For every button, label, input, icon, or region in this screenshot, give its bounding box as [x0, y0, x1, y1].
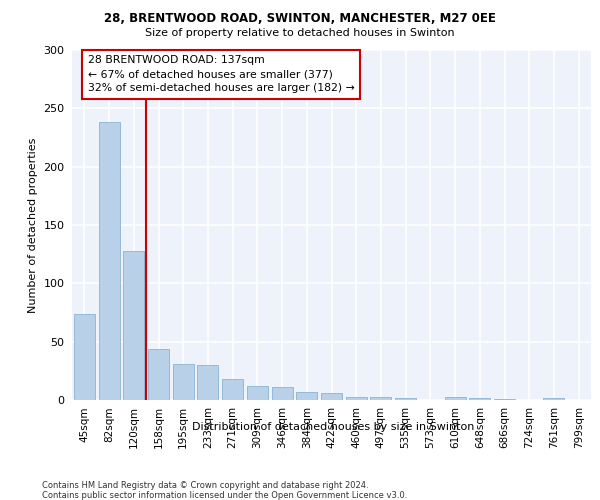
- Bar: [74, 314, 95, 400]
- Bar: [469, 398, 490, 400]
- Bar: [544, 398, 565, 400]
- Bar: [321, 393, 342, 400]
- Text: Size of property relative to detached houses in Swinton: Size of property relative to detached ho…: [145, 28, 455, 38]
- Bar: [272, 387, 293, 400]
- Text: 28 BRENTWOOD ROAD: 137sqm
← 67% of detached houses are smaller (377)
32% of semi: 28 BRENTWOOD ROAD: 137sqm ← 67% of detac…: [88, 56, 355, 94]
- Bar: [494, 399, 515, 400]
- Bar: [197, 365, 218, 400]
- Bar: [123, 250, 144, 400]
- Bar: [148, 348, 169, 400]
- Bar: [222, 379, 243, 400]
- Text: 28, BRENTWOOD ROAD, SWINTON, MANCHESTER, M27 0EE: 28, BRENTWOOD ROAD, SWINTON, MANCHESTER,…: [104, 12, 496, 26]
- Bar: [370, 396, 391, 400]
- Text: Distribution of detached houses by size in Swinton: Distribution of detached houses by size …: [192, 422, 474, 432]
- Bar: [395, 398, 416, 400]
- Text: Contains public sector information licensed under the Open Government Licence v3: Contains public sector information licen…: [42, 491, 407, 500]
- Bar: [173, 364, 194, 400]
- Bar: [247, 386, 268, 400]
- Bar: [346, 396, 367, 400]
- Bar: [296, 392, 317, 400]
- Bar: [445, 396, 466, 400]
- Bar: [98, 122, 119, 400]
- Text: Contains HM Land Registry data © Crown copyright and database right 2024.: Contains HM Land Registry data © Crown c…: [42, 481, 368, 490]
- Y-axis label: Number of detached properties: Number of detached properties: [28, 138, 38, 312]
